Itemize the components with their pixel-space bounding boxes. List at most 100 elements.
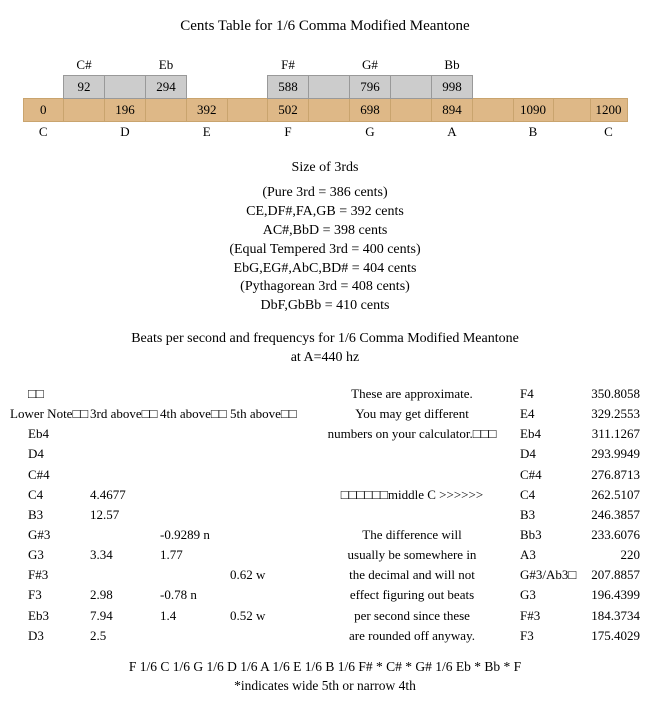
cents-natural-label: D bbox=[105, 122, 146, 143]
cents-natural-label: C bbox=[23, 122, 64, 143]
beat-4th: 1.77 bbox=[160, 545, 230, 565]
col-header-lower: Lower Note□□ bbox=[10, 404, 90, 424]
beat-3rd: 4.4677 bbox=[90, 485, 160, 505]
freq-value: 207.8857 bbox=[580, 565, 640, 585]
cents-natural-label bbox=[309, 122, 350, 143]
cents-natural-value bbox=[473, 99, 514, 122]
side-note: You may get different bbox=[300, 404, 520, 424]
cents-sharp-value bbox=[391, 76, 432, 99]
lower-note: D3 bbox=[10, 626, 90, 646]
beat-4th: -0.9289 n bbox=[160, 525, 230, 545]
freq-note: C4 bbox=[520, 485, 580, 505]
cents-natural-label: A bbox=[432, 122, 473, 143]
freq-value: 311.1267 bbox=[580, 424, 640, 444]
page-title: Cents Table for 1/6 Comma Modified Meant… bbox=[10, 18, 640, 35]
size3rds-line: DbF,GbBb = 410 cents bbox=[261, 298, 390, 313]
cents-sharp-label: C# bbox=[64, 55, 105, 76]
size3rds-line: (Equal Tempered 3rd = 400 cents) bbox=[229, 242, 420, 257]
side-note: numbers on your calculator.□□□ bbox=[300, 424, 520, 444]
freq-note: F4 bbox=[520, 384, 580, 404]
lower-note: C#4 bbox=[10, 465, 90, 485]
cents-sharp-value: 998 bbox=[432, 76, 473, 99]
side-note: the decimal and will not bbox=[300, 565, 520, 585]
cents-natural-value bbox=[553, 99, 590, 122]
cents-natural-value bbox=[391, 99, 432, 122]
cents-sharp-label bbox=[473, 55, 514, 76]
beat-3rd: 7.94 bbox=[90, 606, 160, 626]
beat-5th: 0.52 w bbox=[230, 606, 300, 626]
size3rds-line: (Pythagorean 3rd = 408 cents) bbox=[240, 279, 410, 294]
cents-natural-value bbox=[146, 99, 187, 122]
freq-note: Bb3 bbox=[520, 525, 580, 545]
side-note: per second since these bbox=[300, 606, 520, 626]
cents-natural-label: E bbox=[187, 122, 228, 143]
cents-sharp-label bbox=[309, 55, 350, 76]
lower-note: Eb3 bbox=[10, 606, 90, 626]
beats-title-line1: Beats per second and frequencys for 1/6 … bbox=[131, 331, 519, 346]
cents-natural-value: 196 bbox=[105, 99, 146, 122]
footer-line1: F 1/6 C 1/6 G 1/6 D 1/6 A 1/6 E 1/6 B 1/… bbox=[129, 659, 521, 674]
cents-sharp-value bbox=[105, 76, 146, 99]
freq-note: F3 bbox=[520, 626, 580, 646]
cents-sharp-value: 92 bbox=[64, 76, 105, 99]
lower-note: F#3 bbox=[10, 565, 90, 585]
freq-value: 220 bbox=[580, 545, 640, 565]
size3rds-line: CE,DF#,FA,GB = 392 cents bbox=[246, 204, 404, 219]
col-header-5th: 5th above□□ bbox=[230, 404, 300, 424]
freq-value: 233.6076 bbox=[580, 525, 640, 545]
size-3rds-block: (Pure 3rd = 386 cents) CE,DF#,FA,GB = 392… bbox=[10, 184, 640, 316]
beats-grid: □□These are approximate.F4350.8058Lower … bbox=[10, 384, 640, 646]
cents-sharp-label bbox=[105, 55, 146, 76]
size3rds-line: (Pure 3rd = 386 cents) bbox=[262, 185, 387, 200]
size3rds-line: EbG,EG#,AbC,BD# = 404 cents bbox=[234, 261, 417, 276]
lower-note: D4 bbox=[10, 444, 90, 464]
cents-sharp-value bbox=[473, 76, 514, 99]
footer-line2: *indicates wide 5th or narrow 4th bbox=[234, 678, 416, 693]
cents-sharp-label: G# bbox=[350, 55, 391, 76]
cents-natural-label bbox=[391, 122, 432, 143]
cents-sharp-label bbox=[513, 55, 553, 76]
beat-3rd: 12.57 bbox=[90, 505, 160, 525]
cents-natural-value: 698 bbox=[350, 99, 391, 122]
freq-value: 184.3734 bbox=[580, 606, 640, 626]
freq-value: 293.9949 bbox=[580, 444, 640, 464]
freq-note: D4 bbox=[520, 444, 580, 464]
col-header-3rd: 3rd above□□ bbox=[90, 404, 160, 424]
cents-natural-label: C bbox=[590, 122, 627, 143]
cents-natural-value: 502 bbox=[268, 99, 309, 122]
cents-sharp-label: Bb bbox=[432, 55, 473, 76]
size3rds-line: AC#,BbD = 398 cents bbox=[263, 223, 388, 238]
freq-note: G3 bbox=[520, 585, 580, 605]
beat-4th: 1.4 bbox=[160, 606, 230, 626]
cents-natural-label: B bbox=[513, 122, 553, 143]
cents-table: C#EbF#G#Bb 92294588796998 01963925026988… bbox=[23, 55, 628, 142]
lower-note: F3 bbox=[10, 585, 90, 605]
freq-value: 262.5107 bbox=[580, 485, 640, 505]
freq-note: G#3/Ab3□ bbox=[520, 565, 580, 585]
beat-3rd: 3.34 bbox=[90, 545, 160, 565]
freq-value: 329.2553 bbox=[580, 404, 640, 424]
cents-natural-label bbox=[64, 122, 105, 143]
cents-sharp-value bbox=[227, 76, 268, 99]
cents-natural-label bbox=[227, 122, 268, 143]
side-note: The difference will bbox=[300, 525, 520, 545]
cents-natural-value bbox=[64, 99, 105, 122]
cents-natural-label: G bbox=[350, 122, 391, 143]
freq-value: 246.3857 bbox=[580, 505, 640, 525]
side-note: □□□□□□middle C >>>>>> bbox=[300, 485, 520, 505]
beat-3rd: 2.98 bbox=[90, 585, 160, 605]
beats-title: Beats per second and frequencys for 1/6 … bbox=[10, 330, 640, 368]
footer: F 1/6 C 1/6 G 1/6 D 1/6 A 1/6 E 1/6 B 1/… bbox=[10, 658, 640, 696]
cents-sharp-label bbox=[23, 55, 64, 76]
lower-note: C4 bbox=[10, 485, 90, 505]
cents-sharp-label: Eb bbox=[146, 55, 187, 76]
side-note: effect figuring out beats bbox=[300, 585, 520, 605]
cents-natural-value: 0 bbox=[23, 99, 64, 122]
cents-natural-value: 1090 bbox=[513, 99, 553, 122]
side-note: These are approximate. bbox=[300, 384, 520, 404]
beats-title-line2: at A=440 hz bbox=[291, 350, 360, 365]
cents-natural-value bbox=[227, 99, 268, 122]
side-note: usually be somewhere in bbox=[300, 545, 520, 565]
size-3rds-header: Size of 3rds bbox=[10, 160, 640, 176]
freq-note: A3 bbox=[520, 545, 580, 565]
